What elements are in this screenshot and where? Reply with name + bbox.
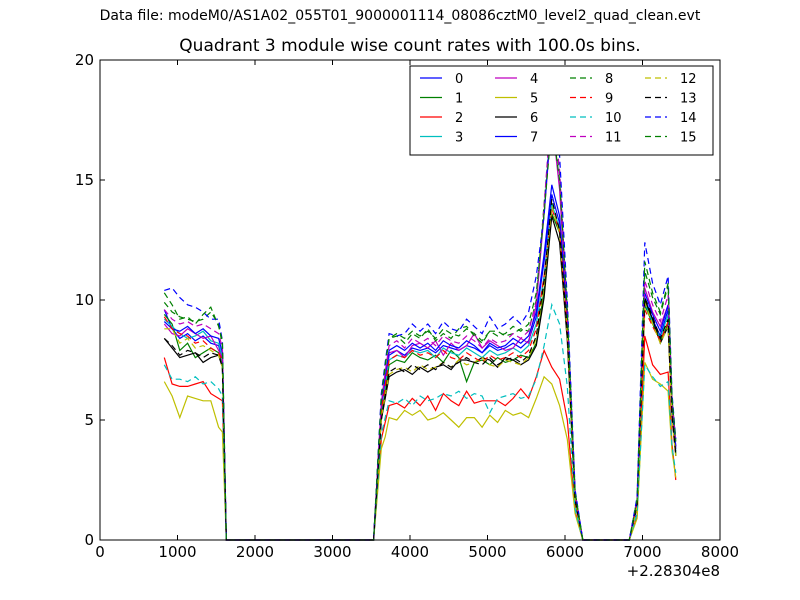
data-file-suptitle: Data file: modeM0/AS1A02_055T01_90000011… [99, 8, 701, 24]
series-line-14 [164, 107, 677, 541]
legend-label-14: 14 [680, 111, 697, 126]
legend-label-7: 7 [530, 131, 538, 146]
legend-label-9: 9 [605, 92, 613, 107]
legend-label-2: 2 [455, 111, 463, 126]
legend-label-3: 3 [455, 131, 463, 146]
y-tick-label: 5 [84, 411, 94, 429]
legend-label-12: 12 [680, 72, 697, 87]
legend-box [409, 65, 714, 156]
x-tick-label: 4000 [391, 543, 429, 561]
y-tick-label: 0 [84, 531, 94, 549]
series-line-10 [163, 302, 677, 541]
series-line-11 [163, 98, 677, 541]
legend-label-15: 15 [680, 131, 697, 146]
legend-label-10: 10 [605, 111, 622, 126]
x-tick-label: 8000 [701, 543, 739, 561]
legend-label-0: 0 [455, 72, 463, 87]
x-tick-label: 0 [95, 543, 105, 561]
series-line-5 [163, 362, 677, 541]
series-lines [163, 98, 677, 541]
legend-label-4: 4 [530, 72, 538, 87]
y-tick-label: 20 [75, 51, 94, 69]
x-axis-offset-label: +2.28304e8 [627, 562, 720, 580]
y-tick-label: 15 [75, 171, 94, 189]
series-line-1 [163, 213, 677, 541]
x-tick-label: 7000 [623, 543, 661, 561]
x-tick-label: 1000 [158, 543, 196, 561]
x-tick-label: 5000 [468, 543, 506, 561]
series-line-7 [163, 184, 677, 541]
x-tick-label: 2000 [236, 543, 274, 561]
legend-label-11: 11 [605, 131, 622, 146]
legend-label-8: 8 [605, 72, 613, 87]
x-axis: 0 1000 2000 3000 4000 5000 6000 7000 8000 [95, 60, 739, 561]
series-line-9 [163, 208, 677, 541]
series-line-8 [163, 112, 677, 541]
x-tick-label: 3000 [313, 543, 351, 561]
series-line-6 [163, 215, 677, 541]
legend-label-13: 13 [680, 92, 697, 107]
series-line-13 [163, 199, 677, 541]
chart-title: Quadrant 3 module wise count rates with … [179, 36, 641, 56]
legend-label-1: 1 [455, 92, 463, 107]
y-tick-label: 10 [75, 291, 94, 309]
legend-label-5: 5 [530, 92, 538, 107]
series-line-12 [164, 206, 677, 541]
x-tick-label: 6000 [546, 543, 584, 561]
series-line-4 [163, 117, 677, 541]
series-line-3 [163, 203, 677, 541]
legend-label-6: 6 [530, 111, 538, 126]
